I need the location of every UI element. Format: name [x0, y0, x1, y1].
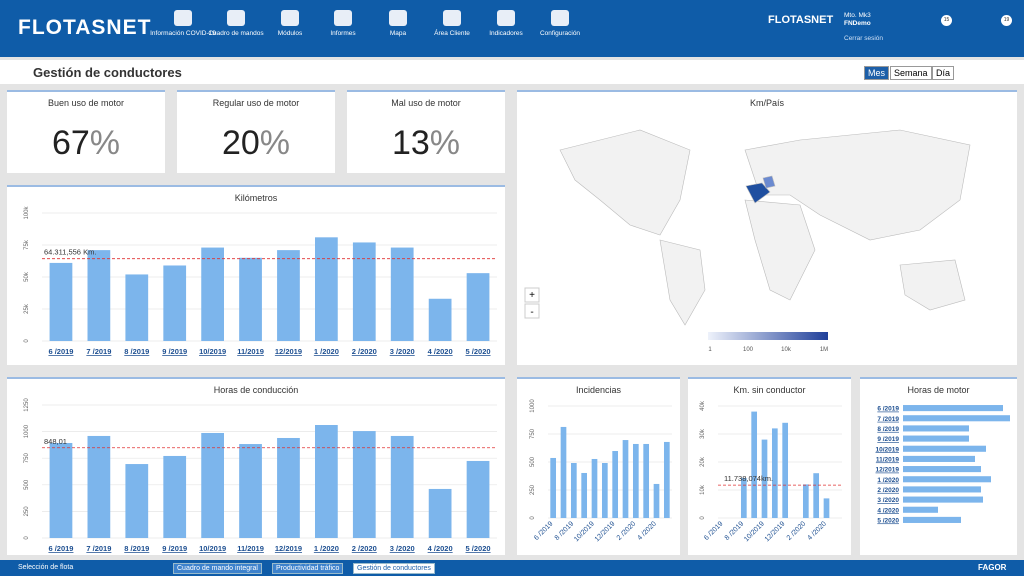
- panel-title: Kilómetros: [234, 193, 278, 203]
- kpi-title: Mal uso de motor: [391, 98, 461, 108]
- period-button[interactable]: Semana: [890, 66, 932, 80]
- fleet-select[interactable]: Selección de flota: [18, 564, 74, 571]
- kpi-unit: %: [259, 124, 291, 162]
- period-button[interactable]: Día: [932, 66, 955, 80]
- nav-label: Información COVID-19: [150, 30, 216, 37]
- nav-label: Área Cliente: [434, 30, 470, 37]
- kpi-value: 20%: [177, 124, 335, 163]
- tab[interactable]: Cuadro de mando integral: [173, 563, 262, 574]
- nav-label: Indicadores: [489, 30, 523, 37]
- panel-title: Horas de motor: [907, 385, 970, 395]
- nav-label: Módulos: [277, 30, 303, 37]
- footer: Selección de flota Cuadro de mando integ…: [0, 560, 1024, 576]
- nav-label: Configuración: [539, 30, 581, 37]
- chart-panel: Incidencias: [517, 377, 680, 555]
- kpi: Mal uso de motor 13%: [347, 90, 505, 173]
- badge: 19: [1001, 15, 1012, 26]
- nav-label: Mapa: [389, 30, 407, 37]
- chart-panel: Horas de motor: [860, 377, 1017, 555]
- page-title: Gestión de conductores: [33, 65, 182, 80]
- kpi-unit: %: [89, 124, 121, 162]
- nav-item[interactable]: Información COVID-19: [148, 10, 218, 37]
- kpi: Regular uso de motor 20%: [177, 90, 335, 173]
- panel-title: Km/País: [749, 98, 784, 108]
- brand: FLOTASNET: [768, 14, 834, 26]
- tab[interactable]: Gestión de conductores: [353, 563, 435, 574]
- nav-item[interactable]: Informes: [308, 10, 378, 37]
- map-panel: Km/País: [517, 90, 1017, 365]
- nav-item[interactable]: Indicadores: [471, 10, 541, 37]
- kpi-unit: %: [429, 124, 461, 162]
- nav-label: Cuadro de mandos: [208, 30, 264, 37]
- period-button[interactable]: Mes: [864, 66, 890, 80]
- nav-item[interactable]: Mapa: [363, 10, 433, 37]
- kpi-title: Regular uso de motor: [212, 98, 300, 108]
- kpi-value: 67%: [7, 124, 165, 163]
- tab[interactable]: Productividad tráfico: [272, 563, 344, 574]
- kpi-number: 67: [51, 124, 90, 162]
- kpi-number: 20: [221, 124, 260, 162]
- panel-title: Horas de conducción: [213, 385, 299, 395]
- footer-brand: FAGOR: [978, 563, 1007, 572]
- kpi-value: 13%: [347, 124, 505, 163]
- nav-label: Informes: [330, 30, 356, 37]
- badge: 15: [941, 15, 952, 26]
- chart-panel: Horas de conducción: [7, 377, 505, 555]
- panel-title: Km. sin conductor: [733, 385, 806, 395]
- subheader: Gestión de conductores: [0, 60, 1024, 84]
- kpi-title: Buen uso de motor: [47, 98, 125, 108]
- logout[interactable]: Cerrar sesión: [844, 35, 884, 42]
- kpi-number: 13: [391, 124, 430, 162]
- chart-panel: Km. sin conductor: [688, 377, 851, 555]
- nav-item[interactable]: Módulos: [255, 10, 325, 37]
- nav-item[interactable]: Configuración: [525, 10, 595, 37]
- panel-title: Incidencias: [575, 385, 622, 395]
- kpi: Buen uso de motor 67%: [7, 90, 165, 173]
- header: FLOTASNET Información COVID-19 Cuadro de…: [0, 0, 1024, 57]
- chart-panel: Kilómetros: [7, 185, 505, 365]
- nav-item[interactable]: Cuadro de mandos: [201, 10, 271, 37]
- company: FNDemo: [844, 20, 871, 27]
- nav-item[interactable]: Área Cliente: [417, 10, 487, 37]
- user: Mto. Mk3: [844, 12, 871, 19]
- logo: FLOTASNET: [18, 16, 152, 39]
